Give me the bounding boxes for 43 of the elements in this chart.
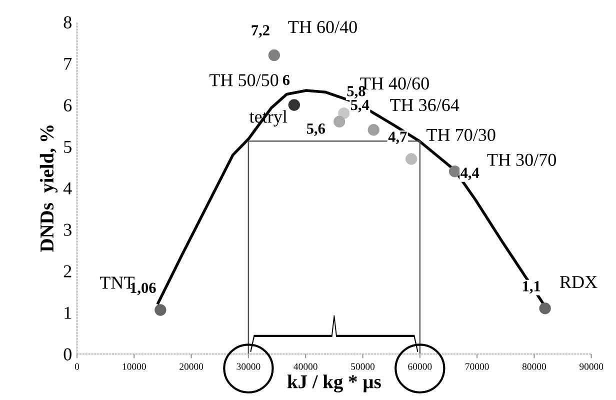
data-label: 6	[282, 74, 290, 86]
y-axis-title: DNDs yield, %	[40, 126, 58, 252]
x-tick-label: 90000	[580, 363, 604, 370]
annotation: TH 36/64	[390, 99, 460, 112]
point	[268, 49, 280, 62]
y-tick-label: 3	[64, 224, 72, 236]
point	[448, 166, 461, 178]
point	[539, 302, 551, 314]
x-tick-label: 70000	[466, 363, 489, 370]
data-label: 1,1	[523, 281, 540, 294]
y-tick-label: 8	[64, 16, 72, 28]
annotation: RDX	[560, 276, 598, 288]
annotation: TH 50/50	[210, 74, 278, 86]
x-tick-label: 80000	[522, 363, 546, 370]
data-label: 5,4	[350, 100, 370, 112]
y-tick-label: 2	[64, 265, 72, 278]
x-tick-label: 30000	[236, 363, 260, 370]
point	[338, 107, 350, 120]
point	[333, 116, 346, 128]
x-tick-label: 0	[74, 363, 80, 370]
x-tick-label: 50000	[351, 363, 375, 370]
annotation: TH 30/70	[487, 154, 556, 166]
data-label: 7,2	[252, 25, 270, 38]
data-label: 4,4	[460, 168, 480, 180]
y-tick-label: 7	[64, 58, 72, 70]
x-tick-label: 20000	[180, 363, 204, 370]
y-tick-label: 4	[63, 182, 72, 194]
y-tick-label: 6	[64, 99, 72, 112]
y-tick-label: 0	[64, 348, 72, 360]
data-label: 4,7	[388, 132, 407, 144]
x-axis-title: kJ / kg * µs	[287, 374, 381, 392]
x-tick-label: 40000	[294, 363, 318, 370]
point	[368, 124, 380, 136]
x-tick-label: 10000	[122, 363, 146, 370]
annotation: TH 70/30	[426, 128, 496, 142]
point	[154, 304, 166, 316]
point	[405, 153, 418, 165]
y-tick-label: 5	[64, 140, 72, 153]
annotation: TH 60/40	[288, 20, 357, 34]
point	[288, 99, 300, 111]
data-label: 5,6	[306, 123, 325, 136]
x-tick-label: 60000	[408, 363, 432, 370]
y-tick-label: 1	[64, 306, 72, 319]
